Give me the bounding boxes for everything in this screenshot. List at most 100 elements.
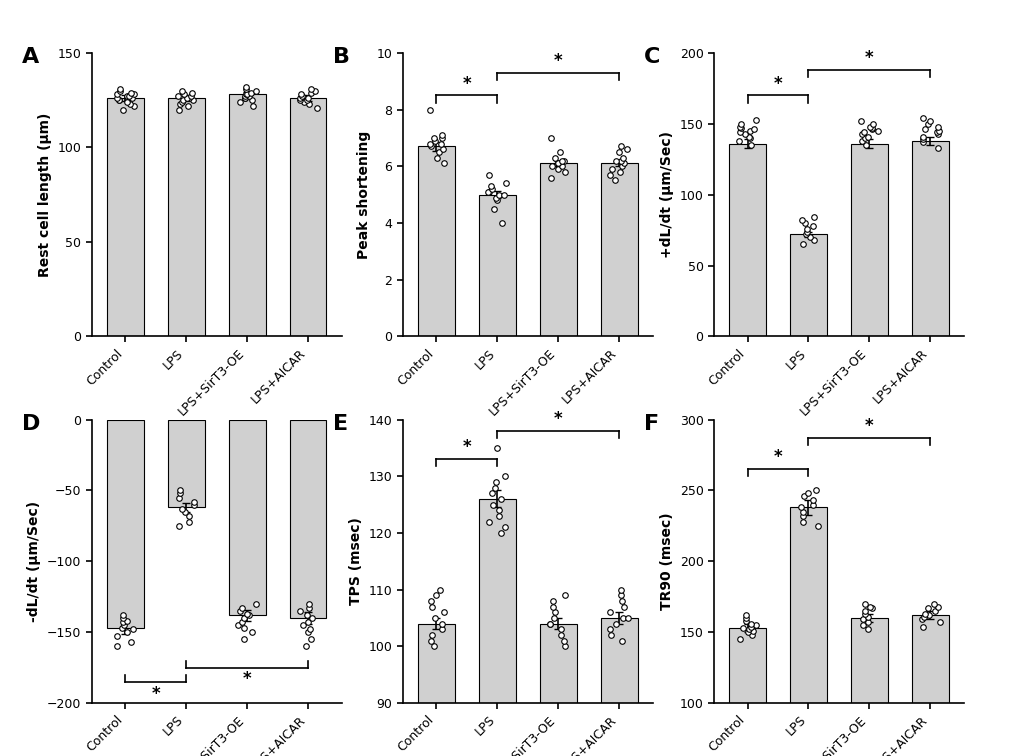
Point [859, 611, 875, 623]
Point [230, 619, 247, 631]
Y-axis label: TR90 (msec): TR90 (msec) [659, 513, 674, 610]
Point [298, 640, 314, 652]
Point [496, 522, 513, 534]
Point [184, 94, 201, 106]
Point [483, 180, 499, 192]
Point [119, 615, 136, 627]
Point [111, 94, 127, 106]
Point [118, 626, 135, 638]
Point [853, 128, 869, 140]
Point [299, 94, 315, 106]
Point [919, 118, 935, 130]
Point [606, 175, 623, 187]
Point [487, 476, 503, 488]
Point [497, 177, 514, 189]
Point [248, 598, 264, 610]
Point [180, 510, 197, 522]
Point [292, 94, 309, 106]
Point [121, 98, 138, 110]
Text: *: * [553, 410, 562, 428]
Point [800, 487, 816, 499]
Point [115, 612, 131, 624]
Point [429, 152, 445, 164]
Point [854, 619, 870, 631]
Point [552, 629, 569, 641]
Text: *: * [463, 75, 471, 92]
Bar [790, 234, 826, 336]
Point [428, 590, 444, 602]
Bar [228, 94, 265, 336]
Point [613, 160, 630, 172]
Bar [911, 141, 948, 336]
Point [544, 601, 560, 613]
Point [739, 626, 755, 638]
Point [549, 163, 566, 175]
Point [928, 600, 945, 612]
Point [244, 626, 260, 638]
Point [854, 613, 870, 625]
Point [123, 636, 140, 648]
Point [180, 100, 197, 112]
Point [804, 220, 820, 232]
Point [601, 169, 618, 181]
Point [869, 125, 886, 137]
Point [426, 640, 442, 652]
Point [924, 598, 941, 610]
Point [859, 616, 875, 628]
Point [915, 123, 931, 135]
Point [236, 92, 253, 104]
Point [807, 485, 823, 497]
Point [291, 605, 308, 617]
Point [480, 186, 496, 198]
Point [920, 115, 936, 127]
Point [856, 598, 872, 610]
Point [185, 499, 202, 511]
Point [423, 629, 439, 641]
Point [431, 146, 447, 158]
Point [125, 623, 142, 635]
Text: A: A [21, 47, 39, 67]
Point [738, 612, 754, 624]
Point [926, 605, 943, 617]
Y-axis label: TPS (msec): TPS (msec) [348, 517, 363, 606]
Point [301, 598, 317, 610]
Point [114, 609, 130, 621]
Y-axis label: Rest cell length (μm): Rest cell length (μm) [38, 113, 52, 277]
Point [486, 482, 502, 494]
Y-axis label: Peak shortening: Peak shortening [357, 131, 371, 259]
Point [240, 609, 257, 621]
Bar [107, 98, 144, 336]
Point [794, 510, 810, 522]
Point [243, 86, 259, 98]
Text: *: * [773, 448, 782, 466]
Point [490, 510, 506, 522]
Point [544, 160, 560, 172]
Point [550, 157, 567, 169]
Point [613, 595, 630, 607]
Point [857, 139, 873, 151]
Point [853, 135, 869, 147]
Point [303, 82, 319, 94]
Point [742, 618, 758, 630]
Point [542, 132, 558, 144]
Point [619, 144, 635, 156]
Point [240, 90, 257, 102]
Point [863, 602, 879, 614]
Point [863, 123, 879, 135]
Point [427, 612, 443, 624]
Point [614, 152, 631, 164]
Point [178, 92, 195, 104]
Point [864, 118, 880, 130]
Point [123, 92, 140, 104]
Point [747, 113, 763, 125]
Point [307, 85, 323, 97]
Point [799, 222, 815, 234]
Point [546, 606, 562, 618]
Point [794, 238, 810, 250]
Point [914, 136, 930, 148]
Text: F: F [643, 414, 658, 434]
Point [427, 135, 443, 147]
Point [489, 442, 505, 454]
Point [123, 86, 140, 98]
Point [607, 618, 624, 630]
